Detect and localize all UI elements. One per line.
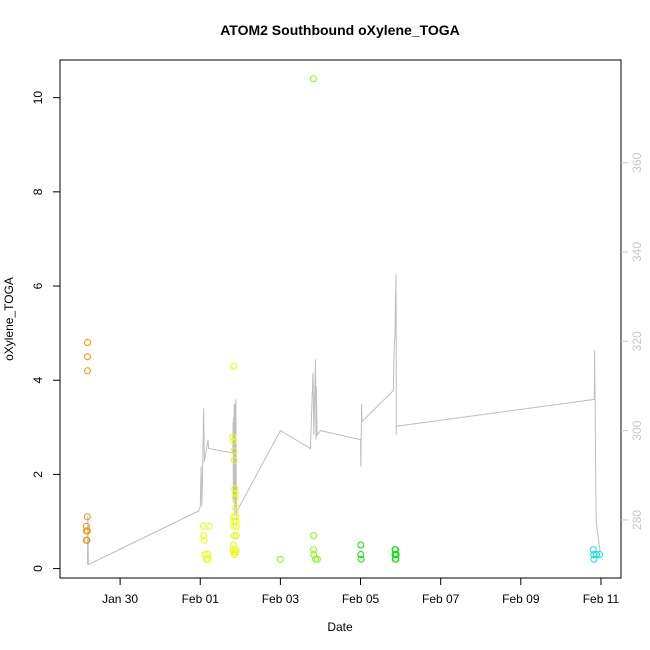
right-axis-tick-label: 300 [630, 420, 644, 440]
x-tick-label: Feb 09 [502, 592, 540, 606]
data-point [229, 437, 237, 445]
data-points [82, 75, 604, 563]
data-point [232, 518, 240, 525]
data-point [357, 555, 365, 563]
data-point [593, 551, 600, 558]
data-point [596, 551, 604, 558]
right-axis-tick-label: 320 [630, 331, 644, 351]
data-point [232, 532, 240, 540]
altitude-track [87, 274, 601, 566]
data-point [200, 536, 208, 544]
data-point [84, 339, 91, 346]
data-point [84, 353, 91, 361]
data-point [232, 513, 240, 521]
data-point [231, 485, 239, 492]
data-point [310, 75, 317, 83]
data-point [310, 551, 318, 558]
x-tick-label: Feb 11 [583, 592, 620, 606]
right-axis: 280 300 320 340 360 [621, 152, 644, 530]
data-point [205, 522, 213, 530]
data-point [230, 447, 238, 455]
data-point [230, 532, 238, 540]
y-tick-label: 10 [31, 91, 45, 105]
x-axis-label: Date [327, 620, 353, 634]
right-axis-tick-label: 280 [630, 510, 644, 530]
x-tick-label: Jan 30 [102, 592, 138, 606]
plot-border [59, 59, 622, 579]
data-point [310, 546, 317, 554]
data-point [231, 494, 239, 502]
data-point [392, 546, 400, 554]
data-point [589, 546, 597, 554]
x-tick-label: Feb 07 [422, 592, 460, 606]
altitude-line [87, 274, 601, 566]
y-tick-label: 6 [31, 282, 45, 289]
data-point [231, 489, 239, 497]
chart-title: ATOM2 Southbound oXylene_TOGA [220, 22, 460, 38]
x-axis: Jan 30 Feb 01 Feb 03 Feb 05 Feb 07 Feb 09 Feb … [102, 578, 620, 606]
y-tick-label: 8 [31, 188, 45, 195]
data-point [84, 367, 91, 375]
data-point [392, 551, 400, 558]
data-point [232, 522, 240, 530]
data-point [357, 551, 365, 558]
y-tick-label: 2 [31, 471, 45, 478]
data-point [200, 532, 208, 540]
data-point [230, 362, 238, 370]
data-point [204, 551, 212, 558]
data-point [232, 503, 240, 511]
data-point [357, 541, 365, 549]
data-point [204, 555, 212, 563]
data-point [199, 522, 207, 530]
data-point [83, 536, 91, 544]
data-point [83, 527, 91, 535]
data-point [229, 433, 237, 441]
data-point [310, 532, 317, 540]
data-point [313, 555, 321, 563]
y-axis: 0 2 4 6 8 10 [31, 91, 60, 572]
data-point [83, 513, 91, 521]
data-point [82, 522, 90, 530]
y-tick-label: 4 [31, 377, 45, 384]
x-tick-label: Feb 03 [262, 592, 300, 606]
data-point [230, 456, 238, 464]
x-tick-label: Feb 01 [182, 592, 220, 606]
right-axis-tick-label: 340 [630, 242, 644, 262]
data-point [392, 555, 400, 563]
y-axis-label: oXylene_TOGA [2, 277, 16, 361]
x-tick-label: Feb 05 [342, 592, 380, 606]
data-point [312, 555, 319, 563]
y-tick-label: 0 [31, 565, 45, 572]
data-point [276, 555, 284, 563]
right-axis-tick-label: 360 [630, 152, 644, 172]
data-point [232, 548, 240, 556]
